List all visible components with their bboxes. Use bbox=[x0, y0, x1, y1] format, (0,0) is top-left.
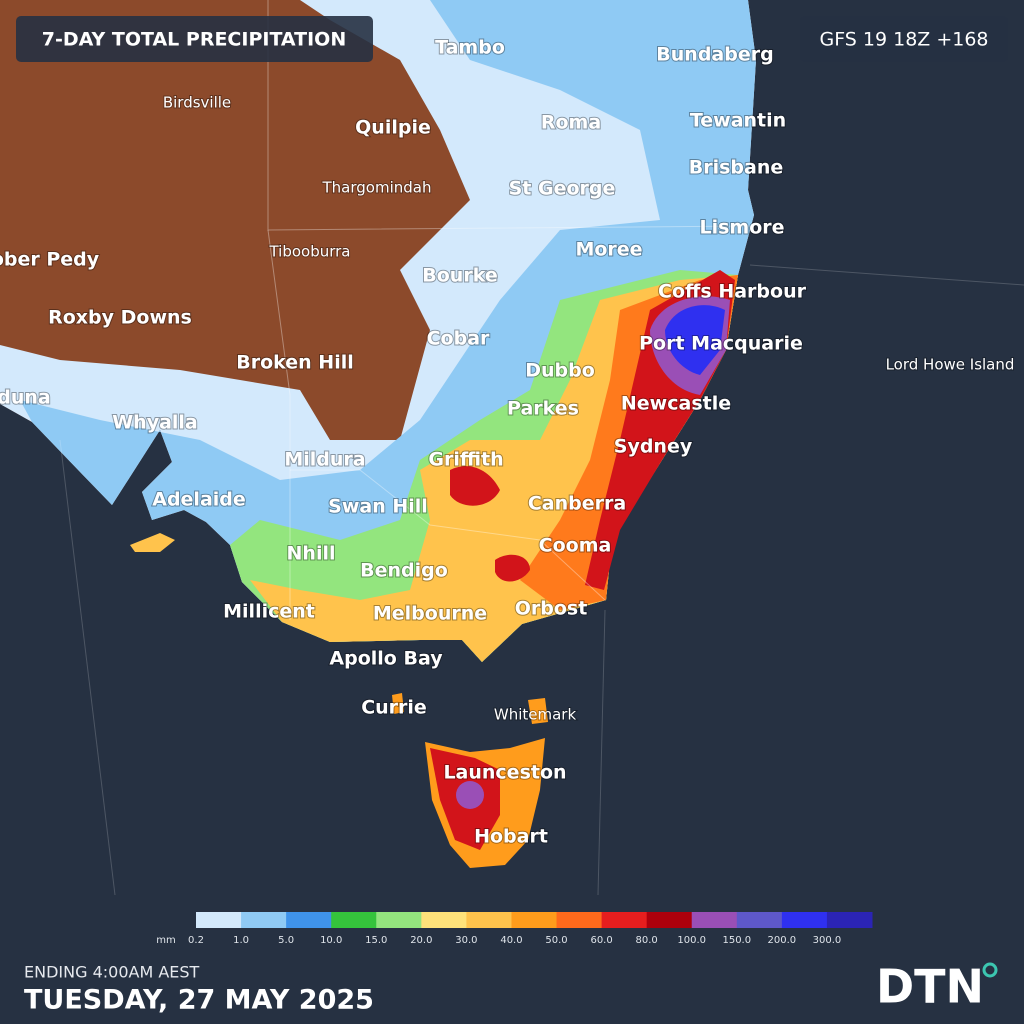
tasmania-peak bbox=[456, 781, 484, 809]
place: Cobar bbox=[427, 328, 490, 350]
place: Lord Howe Island bbox=[886, 356, 1015, 374]
legend-label: 300.0 bbox=[813, 935, 842, 946]
legend-label: 15.0 bbox=[365, 935, 387, 946]
legend-label: 150.0 bbox=[722, 935, 751, 946]
place: Broken Hill bbox=[236, 352, 354, 374]
place: Dubbo bbox=[525, 360, 595, 382]
grid bbox=[59, 264, 1024, 896]
legend-label: 10.0 bbox=[320, 935, 342, 946]
title: 7-DAY TOTAL PRECIPITATION bbox=[42, 29, 347, 51]
legend-swatch bbox=[646, 912, 693, 928]
model-box bbox=[800, 16, 1008, 62]
place: Canberra bbox=[528, 493, 626, 515]
legend-label: 30.0 bbox=[455, 935, 477, 946]
place: Lismore bbox=[699, 217, 784, 239]
place: Swan Hill bbox=[328, 496, 428, 518]
legend-swatch bbox=[601, 912, 648, 928]
place: Coffs Harbour bbox=[658, 281, 807, 303]
legend-swatch bbox=[691, 912, 738, 928]
legend-label: 40.0 bbox=[500, 935, 522, 946]
legend-swatch bbox=[286, 912, 332, 928]
legend-label: 1.0 bbox=[233, 935, 249, 946]
ending: ENDING 4:00AM AEST bbox=[24, 963, 200, 982]
place: Tewantin bbox=[690, 110, 786, 132]
place: Sydney bbox=[614, 436, 693, 458]
legend-swatch bbox=[421, 912, 467, 928]
place: Adelaide bbox=[152, 489, 246, 511]
legend-label: 50.0 bbox=[545, 935, 567, 946]
legend: 0.2 1.0 5.0 10.0 15.0 20.0 30.0 40.0 50.0 60.0 80.… bbox=[188, 912, 873, 946]
legend-swatch bbox=[331, 912, 377, 928]
logo: DTN bbox=[876, 960, 984, 1014]
place: Cooma bbox=[539, 535, 612, 557]
legend-swatch bbox=[376, 912, 422, 928]
legend-swatch bbox=[241, 912, 287, 928]
borders bbox=[267, 0, 751, 620]
legend-swatch bbox=[466, 912, 512, 928]
place: Griffith bbox=[428, 449, 503, 471]
place: Bundaberg bbox=[656, 44, 773, 66]
place: Parkes bbox=[507, 398, 579, 420]
legend-label: 100.0 bbox=[677, 935, 706, 946]
place: St George bbox=[509, 178, 616, 200]
flinders-island bbox=[528, 698, 548, 724]
place: Birdsville bbox=[163, 94, 231, 112]
place: Launceston bbox=[443, 762, 566, 784]
legend-label: 200.0 bbox=[768, 935, 797, 946]
legend-label: 0.2 bbox=[188, 935, 204, 946]
place: Tibooburra bbox=[268, 243, 350, 261]
king-island bbox=[392, 693, 404, 714]
place-labels: Tambo Bundaberg Birdsville Quilpie Roma … bbox=[0, 36, 1015, 849]
legend-label: 60.0 bbox=[590, 935, 612, 946]
place: Whyalla bbox=[112, 412, 198, 434]
place: Millicent bbox=[223, 601, 315, 623]
legend-label: 80.0 bbox=[636, 935, 658, 946]
title-box bbox=[16, 16, 373, 62]
legend-swatch bbox=[511, 912, 558, 928]
place: ober Pedy bbox=[0, 249, 100, 271]
legend-label: 5.0 bbox=[278, 935, 294, 946]
place: Apollo Bay bbox=[329, 648, 443, 670]
place: duna bbox=[0, 387, 51, 409]
legend-unit: mm bbox=[156, 935, 175, 946]
place: Currie bbox=[361, 697, 427, 719]
date: TUESDAY, 27 MAY 2025 bbox=[24, 985, 374, 1016]
place: Port Macquarie bbox=[639, 333, 803, 355]
legend-swatch bbox=[196, 912, 242, 928]
place: Nhill bbox=[287, 543, 336, 565]
precip-blue-heavy bbox=[665, 305, 725, 375]
place: Mildura bbox=[284, 449, 365, 471]
place: Brisbane bbox=[689, 157, 784, 179]
place: Orbost bbox=[515, 598, 588, 620]
place: Moree bbox=[575, 239, 642, 261]
legend-label: 20.0 bbox=[410, 935, 432, 946]
kangaroo-island bbox=[130, 533, 175, 552]
place: Bourke bbox=[422, 265, 497, 287]
place: Hobart bbox=[474, 826, 548, 848]
place: Roma bbox=[541, 112, 601, 134]
precip-red-blob bbox=[450, 466, 500, 506]
legend-swatch bbox=[736, 912, 783, 928]
place: Thargomindah bbox=[322, 179, 432, 197]
place: Melbourne bbox=[373, 603, 487, 625]
model: GFS 19 18Z +168 bbox=[819, 29, 988, 51]
precip-red-blob bbox=[495, 554, 530, 582]
place: Tambo bbox=[435, 37, 505, 59]
legend-swatch bbox=[556, 912, 603, 928]
place: Bendigo bbox=[360, 560, 448, 582]
logo-dot bbox=[982, 962, 998, 978]
place: Roxby Downs bbox=[48, 307, 192, 329]
legend-swatch bbox=[781, 912, 828, 928]
legend-swatch bbox=[826, 912, 873, 928]
place: Newcastle bbox=[621, 393, 731, 415]
place: Quilpie bbox=[355, 117, 431, 139]
place: Whitemark bbox=[494, 706, 577, 724]
